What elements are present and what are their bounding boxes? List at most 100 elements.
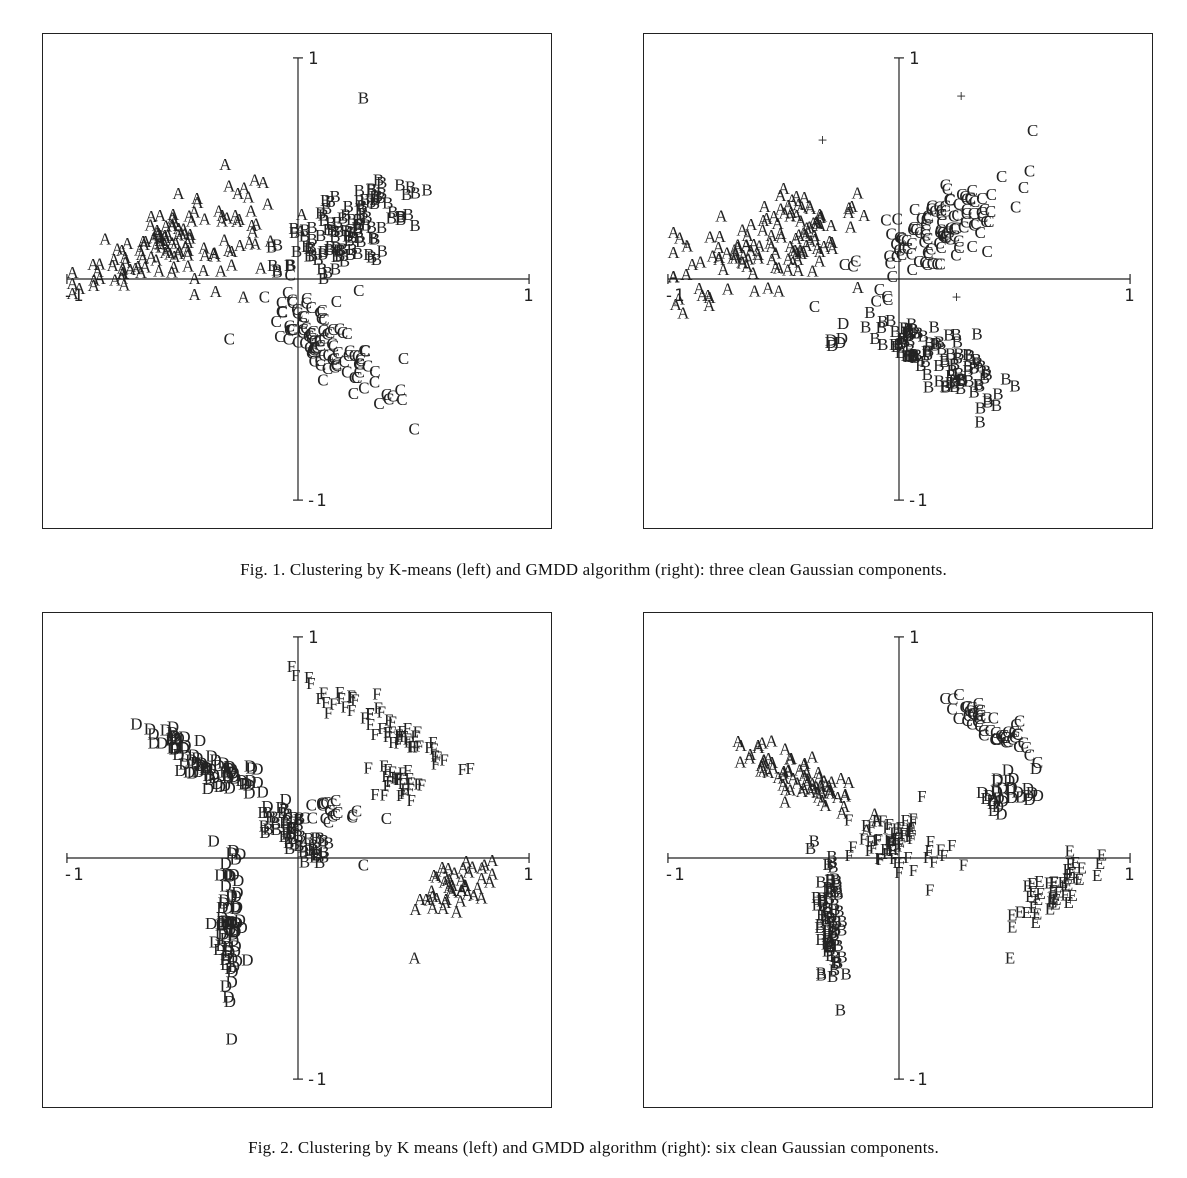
scatter-point: C [990, 729, 1001, 748]
scatter-panel-fig2-left: -1 1 1 -1 D D D D D D D D D D D D D D D D D D D D D D D D D D D D D D D D D D… [42, 612, 552, 1108]
scatter-point: A [124, 260, 137, 279]
scatter-point: D [227, 925, 239, 944]
scatter-point: A [782, 249, 795, 268]
scatter-point: B [284, 839, 295, 858]
scatter-point: C [297, 307, 308, 326]
scatter-point: A [191, 193, 204, 212]
scatter-point: B [816, 906, 827, 925]
scatter-point: D [180, 746, 192, 765]
scatter-point: A [772, 768, 785, 787]
scatter-point: D [221, 914, 233, 933]
scatter-point: B [382, 194, 393, 213]
scatter-point: B [357, 204, 368, 223]
scatter-point: F [917, 787, 926, 806]
scatter-point: A [798, 779, 811, 798]
scatter-point: A [99, 229, 112, 248]
scatter-point: C [337, 323, 348, 342]
scatter-point: A [728, 241, 741, 260]
scatter-point: F [885, 815, 894, 834]
scatter-point: A [803, 197, 816, 216]
scatter-point: C [311, 337, 322, 356]
scatter-point: B [279, 813, 290, 832]
scatter-point: A [186, 212, 199, 231]
scatter-point: C [329, 349, 340, 368]
scatter-point: D [216, 914, 228, 933]
scatter-point: A [778, 179, 791, 198]
scatter-point: B [893, 335, 904, 354]
scatter-point: A [243, 234, 256, 253]
scatter-point: C [297, 322, 308, 341]
scatter-point: F [417, 776, 426, 795]
scatter-point: C [906, 234, 917, 253]
scatter-point: C [1014, 712, 1025, 731]
scatter-point: F [403, 761, 412, 780]
scatter-point: D [231, 952, 243, 971]
scatter-point: F [869, 839, 878, 858]
scatter-point: B [262, 820, 273, 839]
scatter-point: A [819, 796, 832, 815]
scatter-point: C [282, 283, 293, 302]
scatter-point: B [923, 377, 934, 396]
scatter-point: E [1029, 898, 1039, 917]
scatter-point: + [952, 288, 962, 307]
scatter-point: B [331, 238, 342, 257]
scatter-point: B [340, 205, 351, 224]
x-tick-label-min: -1 [63, 285, 83, 305]
scatter-point: B [956, 371, 967, 390]
scatter-point: C [287, 293, 298, 312]
scatter-point: C [958, 218, 969, 237]
scatter-point: C [966, 715, 977, 734]
scatter-point: A [779, 739, 792, 758]
scatter-point: F [348, 688, 357, 707]
scatter-point: C [298, 307, 309, 326]
scatter-point: C [358, 378, 369, 397]
scatter-point: C [316, 301, 327, 320]
scatter-point: A [177, 220, 190, 239]
scatter-point: D [165, 729, 177, 748]
scatter-point: B [949, 355, 960, 374]
scatter-point: A [673, 290, 686, 309]
scatter-point: D [214, 777, 226, 796]
scatter-point: A [871, 811, 884, 830]
scatter-point: A [451, 903, 464, 922]
scatter-point: C [934, 223, 945, 242]
scatter-point: B [318, 843, 329, 862]
scatter-point: B [394, 175, 405, 194]
scatter-point: A [807, 213, 820, 232]
scatter-point: C [317, 370, 328, 389]
scatter-point: A [782, 761, 795, 780]
scatter-point: B [869, 329, 880, 348]
scatter-point: A [262, 195, 275, 214]
scatter-point: B [952, 348, 963, 367]
scatter-point: A [787, 769, 800, 788]
y-tick-label-min: -1 [306, 490, 326, 510]
scatter-point: D [224, 779, 236, 798]
scatter-point: A [238, 288, 251, 307]
scatter-point: D [214, 866, 226, 885]
scatter-point: B [832, 883, 843, 902]
scatter-point: D [216, 908, 228, 927]
scatter-point: C [306, 344, 317, 363]
scatter-point: C [299, 333, 310, 352]
scatter-point: A [414, 890, 427, 909]
scatter-point: F [907, 819, 916, 838]
scatter-point: F [904, 827, 913, 846]
scatter-point: A [749, 281, 762, 300]
scatter-point: B [292, 826, 303, 845]
scatter-point: A [179, 237, 192, 256]
scatter-point: C [318, 328, 329, 347]
scatter-point: C [980, 708, 991, 727]
scatter-point: A [164, 245, 177, 264]
scatter-point: A [771, 214, 784, 233]
scatter-point: C [317, 795, 328, 814]
scatter-point: F [370, 725, 379, 744]
scatter-point: C [355, 351, 366, 370]
scatter-point: F [898, 824, 907, 843]
scatter-point: B [963, 357, 974, 376]
scatter-point: C [926, 199, 937, 218]
scatter-point: A [215, 261, 228, 280]
scatter-point: B [337, 209, 348, 228]
scatter-point: C [274, 327, 285, 346]
y-tick-label-max: 1 [308, 627, 318, 647]
scatter-point: A [137, 232, 150, 251]
